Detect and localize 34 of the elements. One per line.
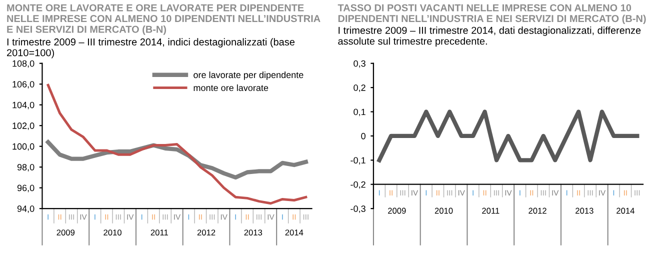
annotation: 2010 — [434, 208, 453, 214]
y-tick-label: 108,0 — [12, 60, 34, 68]
y-tick-label: 96,0 — [17, 184, 34, 192]
y-tick-label: 98,0 — [17, 164, 34, 172]
y-tick-label: 104,0 — [12, 102, 34, 110]
y-tick-label: 0,1 — [354, 108, 366, 116]
y-tick-label: 102,0 — [12, 122, 34, 130]
chart-subtitle: I trimestre 2009 – III trimestre 2014, dati destagionalizzati, differenze assolute sul trimestre precedente. — [338, 26, 641, 47]
text: 2012 — [197, 230, 216, 236]
text: 2009 — [56, 230, 75, 236]
y-tick-label: 0,2 — [354, 84, 366, 92]
annotation: 2011 — [482, 208, 500, 214]
text: 2011 — [150, 230, 168, 236]
annotation: 2012 — [528, 208, 546, 214]
y-tick-label: 106,0 — [12, 81, 34, 89]
annotation: 2014 — [616, 208, 634, 214]
chart-title: TASSO DI POSTI VACANTI NELLE IMPRESE CON ALMENO 10 DIPENDENTI NELL’INDUSTRIA E NEI SERVIZI DI MERCATO (B-N) — [338, 4, 646, 24]
legend-label: ore lavorate per dipendente — [194, 71, 304, 80]
legend-label: monte ore lavorate — [194, 84, 268, 92]
y-tick-label: 0 — [361, 132, 366, 140]
y-tick-label: 0,3 — [354, 60, 366, 68]
text: 2014 — [285, 230, 304, 236]
annotation: 2009 — [388, 208, 406, 214]
text: 2013 — [244, 230, 262, 236]
y-tick-label: -0,3 — [350, 206, 366, 213]
y-tick-label: -0,1 — [350, 157, 366, 165]
chart-title: MONTE ORE LAVORATE E ORE LAVORATE PER DIPENDENTE NELLE IMPRESE CON ALMENO 10 DIPENDENTI NELL’INDUSTRIA E NEI SERVIZI DI MERCATO (B-N) — [7, 4, 320, 35]
y-tick-label: -0,2 — [350, 181, 366, 189]
y-tick-label: 94,0 — [17, 206, 34, 213]
line-series — [46, 84, 308, 205]
text: 2010 — [104, 230, 122, 236]
annotation: 2013 — [576, 208, 594, 214]
chart-subtitle: I trimestre 2009 – III trimestre 2014, indici destagionalizzati (base 2010=100) — [7, 38, 295, 58]
y-tick-label: 100,0 — [12, 143, 34, 151]
